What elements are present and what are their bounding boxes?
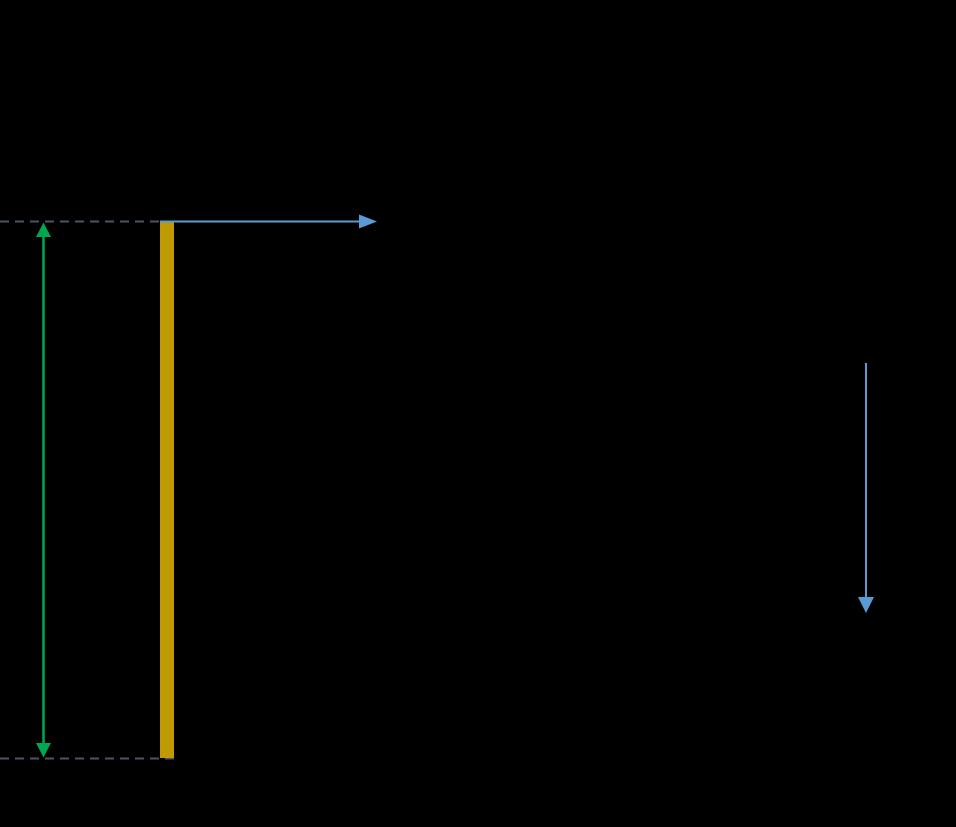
vertical-drop-arrow-head-icon [858,597,874,613]
vertical-drop-arrow [858,363,874,613]
height-extent-arrow-up-head-icon [36,222,51,237]
horizontal-velocity-arrow [160,214,377,229]
horizontal-velocity-arrow-head-icon [359,214,377,229]
height-extent-arrow-down-head-icon [36,743,51,758]
height-extent-arrow [36,222,51,758]
wall-bar [160,222,174,758]
